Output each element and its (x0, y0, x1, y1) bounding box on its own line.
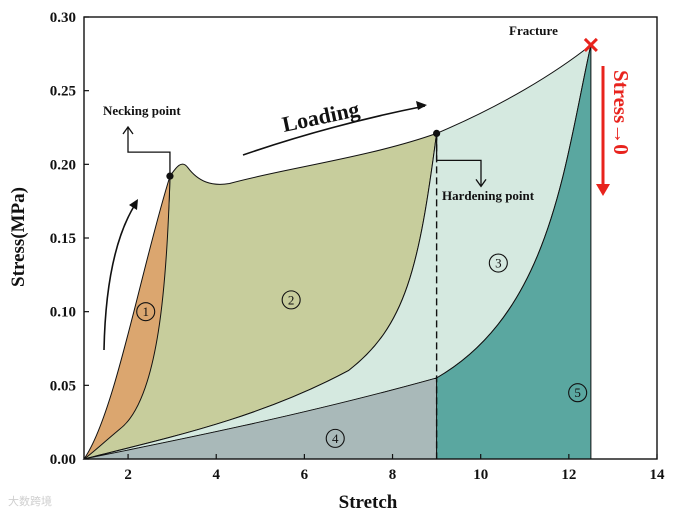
rising-arrow-head (129, 199, 138, 210)
x-tick-label: 6 (301, 467, 309, 483)
y-tick-label: 0.00 (50, 452, 76, 468)
x-tick-label: 2 (124, 467, 132, 483)
region-3-circle (488, 253, 508, 273)
hardening-point-label: Hardening point (442, 188, 535, 203)
region-2-label: 2 (288, 292, 295, 307)
hardening-arrow-head (475, 179, 487, 188)
region-4-label: 4 (332, 431, 339, 446)
necking-arrow (127, 128, 171, 177)
x-tick-label: 4 (212, 467, 220, 483)
loading-arrow-curve (242, 105, 426, 156)
region-1-label: 1 (142, 304, 149, 319)
y-tick-label: 0.15 (50, 231, 76, 247)
x-tick-label: 8 (389, 467, 397, 483)
y-tick-label: 0.25 (50, 84, 76, 100)
watermark-text: 大数跨境 (8, 495, 52, 508)
x-axis-title: Stretch (339, 492, 398, 513)
necking-point-label: Necking point (103, 103, 181, 118)
hardening-arrow (435, 133, 482, 186)
y-tick-label: 0.20 (50, 157, 76, 173)
region-3-label: 3 (495, 256, 502, 271)
region-5-circle (568, 383, 588, 403)
fracture-label: Fracture (509, 23, 558, 38)
x-tick-label: 14 (650, 467, 666, 483)
region-2-circle (281, 290, 301, 310)
region-5-label: 5 (574, 385, 581, 400)
region-4-area (83, 377, 437, 460)
stress-zero-label: Stress→0 (609, 70, 633, 155)
y-ticks-group: 0.00 0.05 0.10 0.15 0.20 0.25 0.30 (50, 10, 89, 468)
x-tick-label: 10 (473, 467, 488, 483)
hardening-point-marker (433, 129, 441, 137)
region-labels-group: 1 2 3 4 5 (136, 253, 588, 448)
y-tick-label: 0.05 (50, 378, 76, 394)
region-5-area (436, 44, 592, 460)
x-ticks-group: 2 4 6 8 10 12 14 (124, 454, 665, 483)
y-axis-title: Stress(MPa) (8, 187, 29, 287)
x-tick-label: 12 (561, 467, 576, 483)
region-1-circle (136, 302, 156, 322)
loading-arrow-head (416, 101, 427, 110)
y-tick-label: 0.30 (50, 10, 76, 26)
rising-arrow-curve (103, 202, 137, 351)
y-tick-label: 0.10 (50, 305, 76, 321)
necking-arrow-head (122, 125, 134, 135)
stress-zero-arrow-head (596, 184, 610, 196)
region-4-circle (325, 428, 345, 448)
fracture-marker (583, 37, 598, 53)
fracture-x-stroke (583, 37, 598, 53)
